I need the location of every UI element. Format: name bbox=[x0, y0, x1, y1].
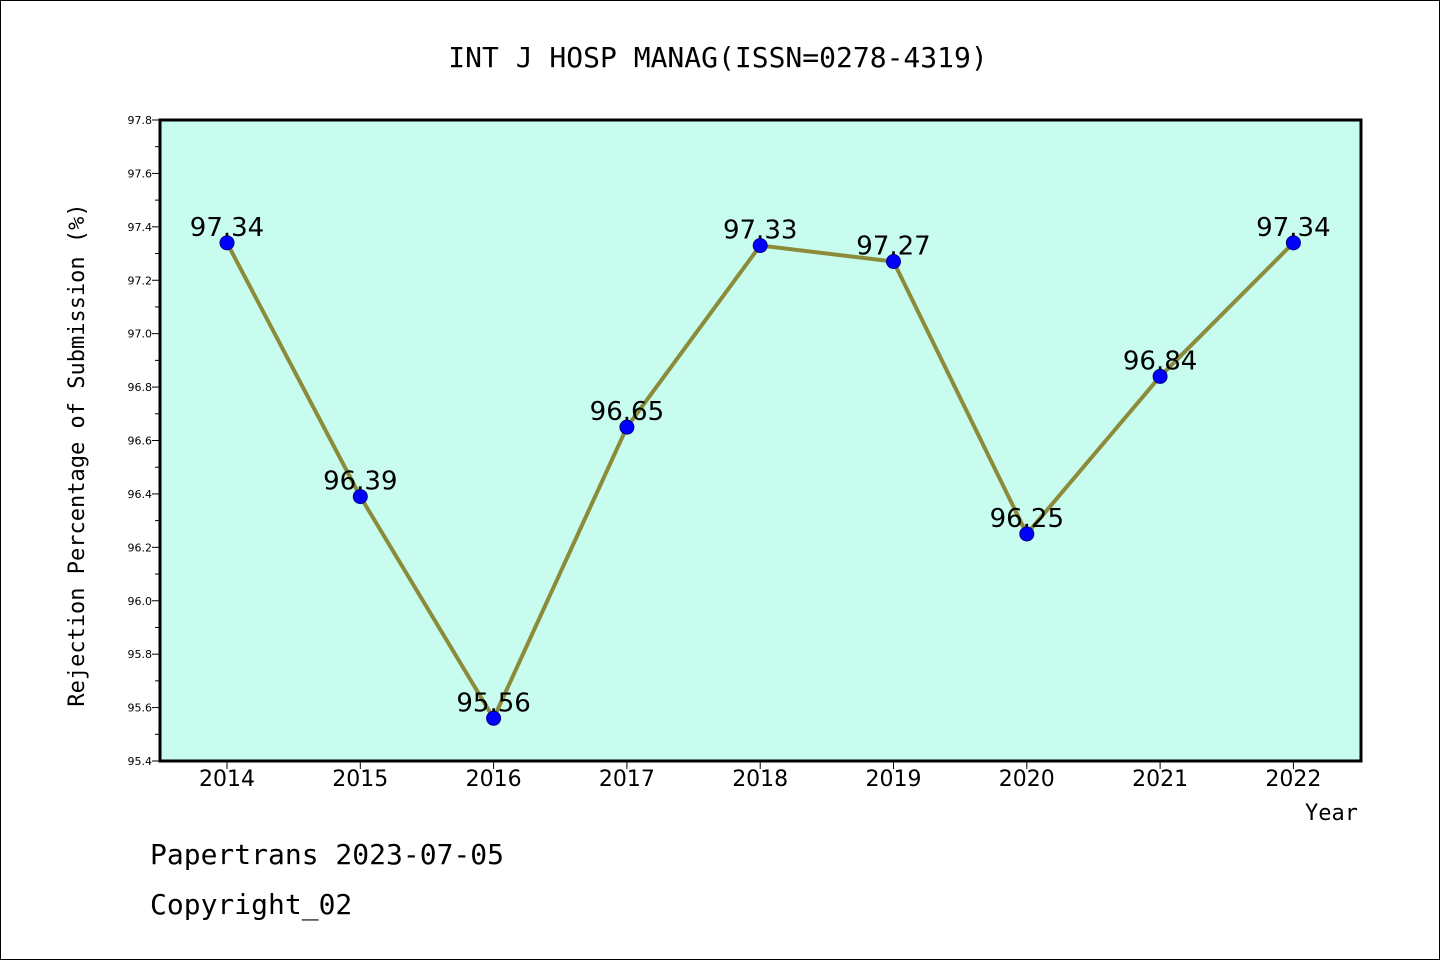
data-point-marker bbox=[1285, 235, 1301, 251]
y-tick-label: 97.4 bbox=[128, 221, 153, 234]
y-tick-label: 95.8 bbox=[128, 648, 153, 661]
y-tick-label: 96.0 bbox=[128, 595, 153, 608]
y-tick-label: 96.2 bbox=[128, 541, 153, 554]
y-tick-label: 95.4 bbox=[128, 755, 153, 768]
y-tick-label: 97.6 bbox=[128, 167, 153, 180]
x-axis-label: Year bbox=[1305, 801, 1358, 826]
data-label: 95.56 bbox=[456, 688, 530, 718]
data-label: 97.27 bbox=[856, 232, 930, 262]
data-point-marker bbox=[886, 254, 901, 270]
x-tick-label: 2020 bbox=[999, 767, 1055, 792]
x-tick-label: 2019 bbox=[866, 767, 922, 792]
data-point-marker bbox=[1019, 526, 1035, 542]
y-axis-label: Rejection Percentage of Submission (%) bbox=[65, 203, 90, 706]
data-labels: 97.34 96.39 95.56 96.65 97.33 97.27 96.25 96.84… bbox=[190, 213, 1331, 718]
y-tick-label: 96.8 bbox=[128, 381, 153, 394]
x-tick-label: 2016 bbox=[466, 767, 522, 792]
y-axis-ticks bbox=[152, 119, 160, 762]
x-tick-label: 2015 bbox=[332, 767, 388, 792]
plot-area bbox=[158, 118, 1363, 763]
x-tick-label: 2022 bbox=[1265, 767, 1321, 792]
data-point-marker bbox=[352, 489, 368, 505]
data-label: 96.84 bbox=[1123, 346, 1197, 376]
data-point-marker bbox=[219, 235, 235, 251]
data-point-marker bbox=[752, 238, 768, 254]
chart-title: INT J HOSP MANAG(ISSN=0278-4319) bbox=[448, 41, 987, 74]
series-markers bbox=[219, 235, 1301, 726]
y-tick-label: 95.6 bbox=[128, 702, 153, 715]
data-point-marker bbox=[1152, 368, 1168, 384]
data-label: 96.39 bbox=[323, 467, 397, 497]
y-tick-label: 96.4 bbox=[128, 488, 153, 501]
data-point-marker bbox=[486, 710, 502, 726]
footer-date-text: Papertrans 2023-07-05 bbox=[150, 838, 504, 871]
y-axis-tick-labels: 95.4 95.6 95.8 96.0 96.2 96.4 96.6 96.8 97.0 97.2… bbox=[128, 114, 153, 768]
data-point-marker bbox=[619, 419, 635, 435]
x-tick-label: 2021 bbox=[1132, 767, 1188, 792]
data-label: 97.34 bbox=[190, 213, 264, 243]
y-tick-label: 97.0 bbox=[128, 328, 153, 341]
y-tick-label: 96.6 bbox=[128, 435, 153, 448]
data-label: 96.65 bbox=[590, 397, 664, 427]
data-label: 97.33 bbox=[723, 216, 797, 246]
x-tick-label: 2018 bbox=[732, 767, 788, 792]
data-label: 97.34 bbox=[1256, 213, 1330, 243]
x-axis-ticks bbox=[226, 761, 1294, 769]
x-tick-label: 2017 bbox=[599, 767, 655, 792]
x-axis-tick-labels: 2014 2015 2016 2017 2018 2019 2020 2021 2022 bbox=[199, 767, 1321, 792]
footer-copyright-text: Copyright_02 bbox=[150, 888, 352, 922]
y-tick-label: 97.8 bbox=[128, 114, 153, 127]
data-label: 96.25 bbox=[990, 504, 1064, 534]
y-tick-label: 97.2 bbox=[128, 274, 153, 287]
x-tick-label: 2014 bbox=[199, 767, 255, 792]
